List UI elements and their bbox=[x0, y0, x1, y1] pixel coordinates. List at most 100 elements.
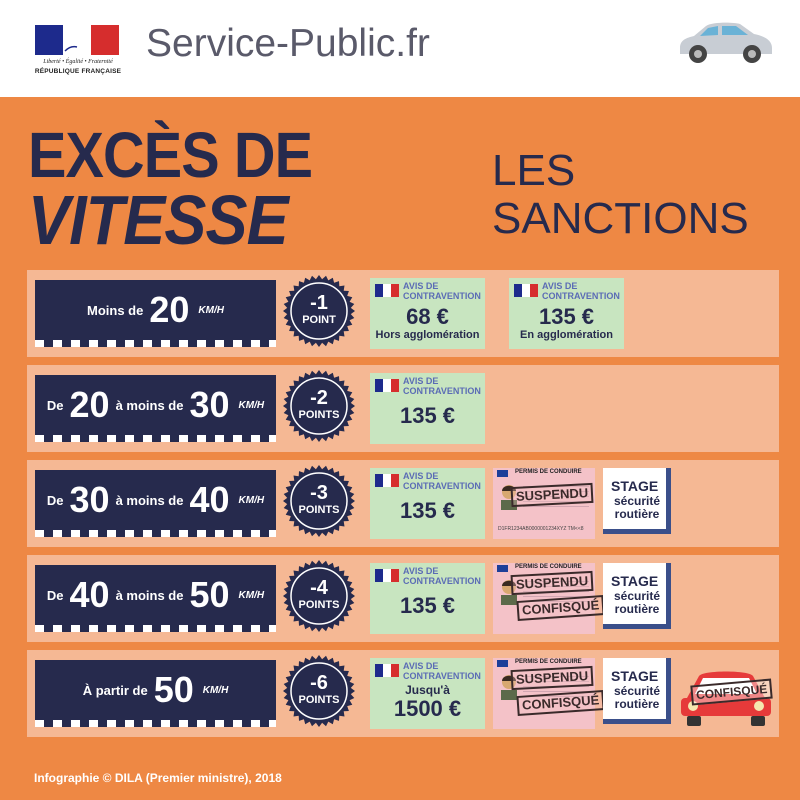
french-flag-icon bbox=[375, 474, 399, 487]
speed-band: De 20 à moins de 30 KM/H bbox=[35, 375, 276, 442]
road-stripes bbox=[35, 340, 276, 347]
points-value: -2 bbox=[310, 387, 328, 409]
confiscated-car-icon: CONFISQUÉ bbox=[677, 662, 775, 728]
speed-mid: à moins de bbox=[115, 587, 184, 603]
safety-course-badge: STAGE sécurité routière bbox=[603, 468, 671, 534]
points-seal: -1 POINT bbox=[283, 275, 355, 347]
speed-prefix: De bbox=[46, 397, 64, 413]
sanction-row-4: De 40 à moins de 50 KM/H -4 POINTS AVIS … bbox=[27, 555, 779, 642]
stage-title: STAGE bbox=[611, 668, 659, 684]
french-flag-icon bbox=[375, 284, 399, 297]
points-value: -4 bbox=[310, 577, 328, 599]
eu-flag-icon bbox=[497, 565, 508, 572]
speed-band: De 40 à moins de 50 KM/H bbox=[35, 565, 276, 632]
republic-motto: Liberté • Égalité • Fraternité bbox=[43, 59, 113, 65]
driving-license: PERMIS DE CONDUIRE SUSPENDU CONFISQUÉ bbox=[493, 658, 605, 729]
title-line2: VITESSE bbox=[28, 181, 289, 259]
fine-header: AVIS DE CONTRAVENTION bbox=[403, 471, 481, 491]
fine-amount: 68 € bbox=[406, 304, 449, 329]
fine-notice: AVIS DE CONTRAVENTION Jusqu'à 1500 € bbox=[370, 658, 485, 729]
title-line1: EXCÈS DE bbox=[28, 119, 313, 191]
seal-badge-icon bbox=[283, 560, 355, 632]
speed-value: 30 bbox=[189, 384, 230, 425]
license-face-icon bbox=[501, 675, 517, 700]
seal-badge-icon bbox=[283, 370, 355, 442]
seal-badge-icon bbox=[283, 655, 355, 727]
fine-notice: AVIS DE CONTRAVENTION 135 € En agglomérat… bbox=[509, 278, 624, 349]
speed-value: 40 bbox=[189, 479, 230, 520]
points-label: POINT bbox=[302, 314, 336, 326]
republic-name: RÉPUBLIQUE FRANÇAISE bbox=[34, 68, 122, 75]
stage-subtitle: sécurité routière bbox=[613, 684, 661, 711]
speed-mid: à moins de bbox=[115, 492, 184, 508]
subtitle-line1: LES bbox=[492, 146, 576, 195]
sanction-row-2: De 20 à moins de 30 KM/H -2 POINTS AVIS … bbox=[27, 365, 779, 452]
speed-unit: KM/H bbox=[238, 399, 265, 411]
stage-subtitle: sécurité routière bbox=[613, 589, 661, 616]
car-icon bbox=[680, 22, 772, 63]
points-label: POINTS bbox=[298, 694, 340, 706]
speed-band: Moins de 20 KM/H bbox=[35, 280, 276, 347]
fine-amount: 1500 € bbox=[393, 696, 462, 721]
license-face-icon bbox=[501, 580, 517, 605]
suspended-stamp: SUSPENDU bbox=[510, 570, 594, 596]
fine-notice: AVIS DE CONTRAVENTION 135 € bbox=[370, 468, 485, 539]
french-flag-icon bbox=[375, 664, 399, 677]
fine-header: AVIS DE CONTRAVENTION bbox=[403, 661, 481, 681]
speed-prefix: Moins de bbox=[87, 302, 144, 318]
site-name[interactable]: Service-Public.fr bbox=[146, 22, 430, 65]
fine-header: AVIS DE CONTRAVENTION bbox=[542, 281, 620, 301]
license-header: PERMIS DE CONDUIRE bbox=[515, 564, 582, 570]
speed-value: 20 bbox=[69, 384, 110, 425]
points-value: -6 bbox=[310, 672, 328, 694]
seal-badge-icon bbox=[283, 275, 355, 347]
fine-amount: 135 € bbox=[538, 304, 595, 329]
subtitle-line2: SANCTIONS bbox=[492, 194, 749, 243]
fine-notice: AVIS DE CONTRAVENTION 135 € bbox=[370, 373, 485, 444]
points-value: -1 bbox=[310, 292, 328, 314]
speed-prefix: À partir de bbox=[82, 682, 148, 698]
speed-unit: KM/H bbox=[238, 589, 265, 601]
speed-unit: KM/H bbox=[238, 494, 265, 506]
license-text-lines bbox=[523, 676, 589, 700]
suspended-stamp: SUSPENDU bbox=[510, 665, 594, 691]
license-header: PERMIS DE CONDUIRE bbox=[515, 469, 582, 475]
speed-value: 20 bbox=[149, 289, 190, 330]
license-text-lines bbox=[523, 486, 589, 510]
fine-note: Hors agglomération bbox=[375, 329, 480, 341]
stage-title: STAGE bbox=[611, 573, 659, 589]
sanction-row-1: Moins de 20 KM/H -1 POINT AVIS DE CONTRAV… bbox=[27, 270, 779, 357]
suspended-stamp: SUSPENDU bbox=[510, 482, 594, 508]
license-face-icon bbox=[501, 485, 517, 510]
eu-flag-icon bbox=[497, 470, 508, 477]
speed-value: 50 bbox=[189, 574, 230, 615]
license-header: PERMIS DE CONDUIRE bbox=[515, 659, 582, 665]
road-stripes bbox=[35, 625, 276, 632]
marianne-logo-icon[interactable] bbox=[35, 25, 119, 55]
points-seal: -2 POINTS bbox=[283, 370, 355, 442]
fine-header: AVIS DE CONTRAVENTION bbox=[403, 376, 481, 396]
road-stripes bbox=[35, 435, 276, 442]
points-seal: -6 POINTS bbox=[283, 655, 355, 727]
fine-amount: 135 € bbox=[399, 403, 456, 428]
speed-value: 50 bbox=[153, 669, 194, 710]
fine-prefix: Jusqu'à bbox=[405, 683, 450, 697]
points-label: POINTS bbox=[298, 599, 340, 611]
speed-unit: KM/H bbox=[198, 304, 224, 316]
license-text-lines bbox=[523, 581, 589, 605]
sanction-row-3: De 30 à moins de 40 KM/H -3 POINTS AVIS … bbox=[27, 460, 779, 547]
road-stripes bbox=[35, 720, 276, 727]
eu-flag-icon bbox=[497, 660, 508, 667]
speed-mid: à moins de bbox=[115, 397, 184, 413]
speed-value: 30 bbox=[69, 479, 110, 520]
french-flag-icon bbox=[375, 379, 399, 392]
points-label: POINTS bbox=[298, 504, 340, 516]
fine-header: AVIS DE CONTRAVENTION bbox=[403, 566, 481, 586]
stage-subtitle: sécurité routière bbox=[613, 494, 661, 521]
seal-badge-icon bbox=[283, 465, 355, 537]
fine-note: En agglomération bbox=[520, 329, 613, 341]
license-mrz: D1FR1234AB0000001234XYZ TM<<8 bbox=[498, 526, 584, 532]
points-seal: -4 POINTS bbox=[283, 560, 355, 632]
driving-license: PERMIS DE CONDUIRE SUSPENDU CONFISQUÉ bbox=[493, 563, 605, 634]
fine-amount: 135 € bbox=[399, 498, 456, 523]
